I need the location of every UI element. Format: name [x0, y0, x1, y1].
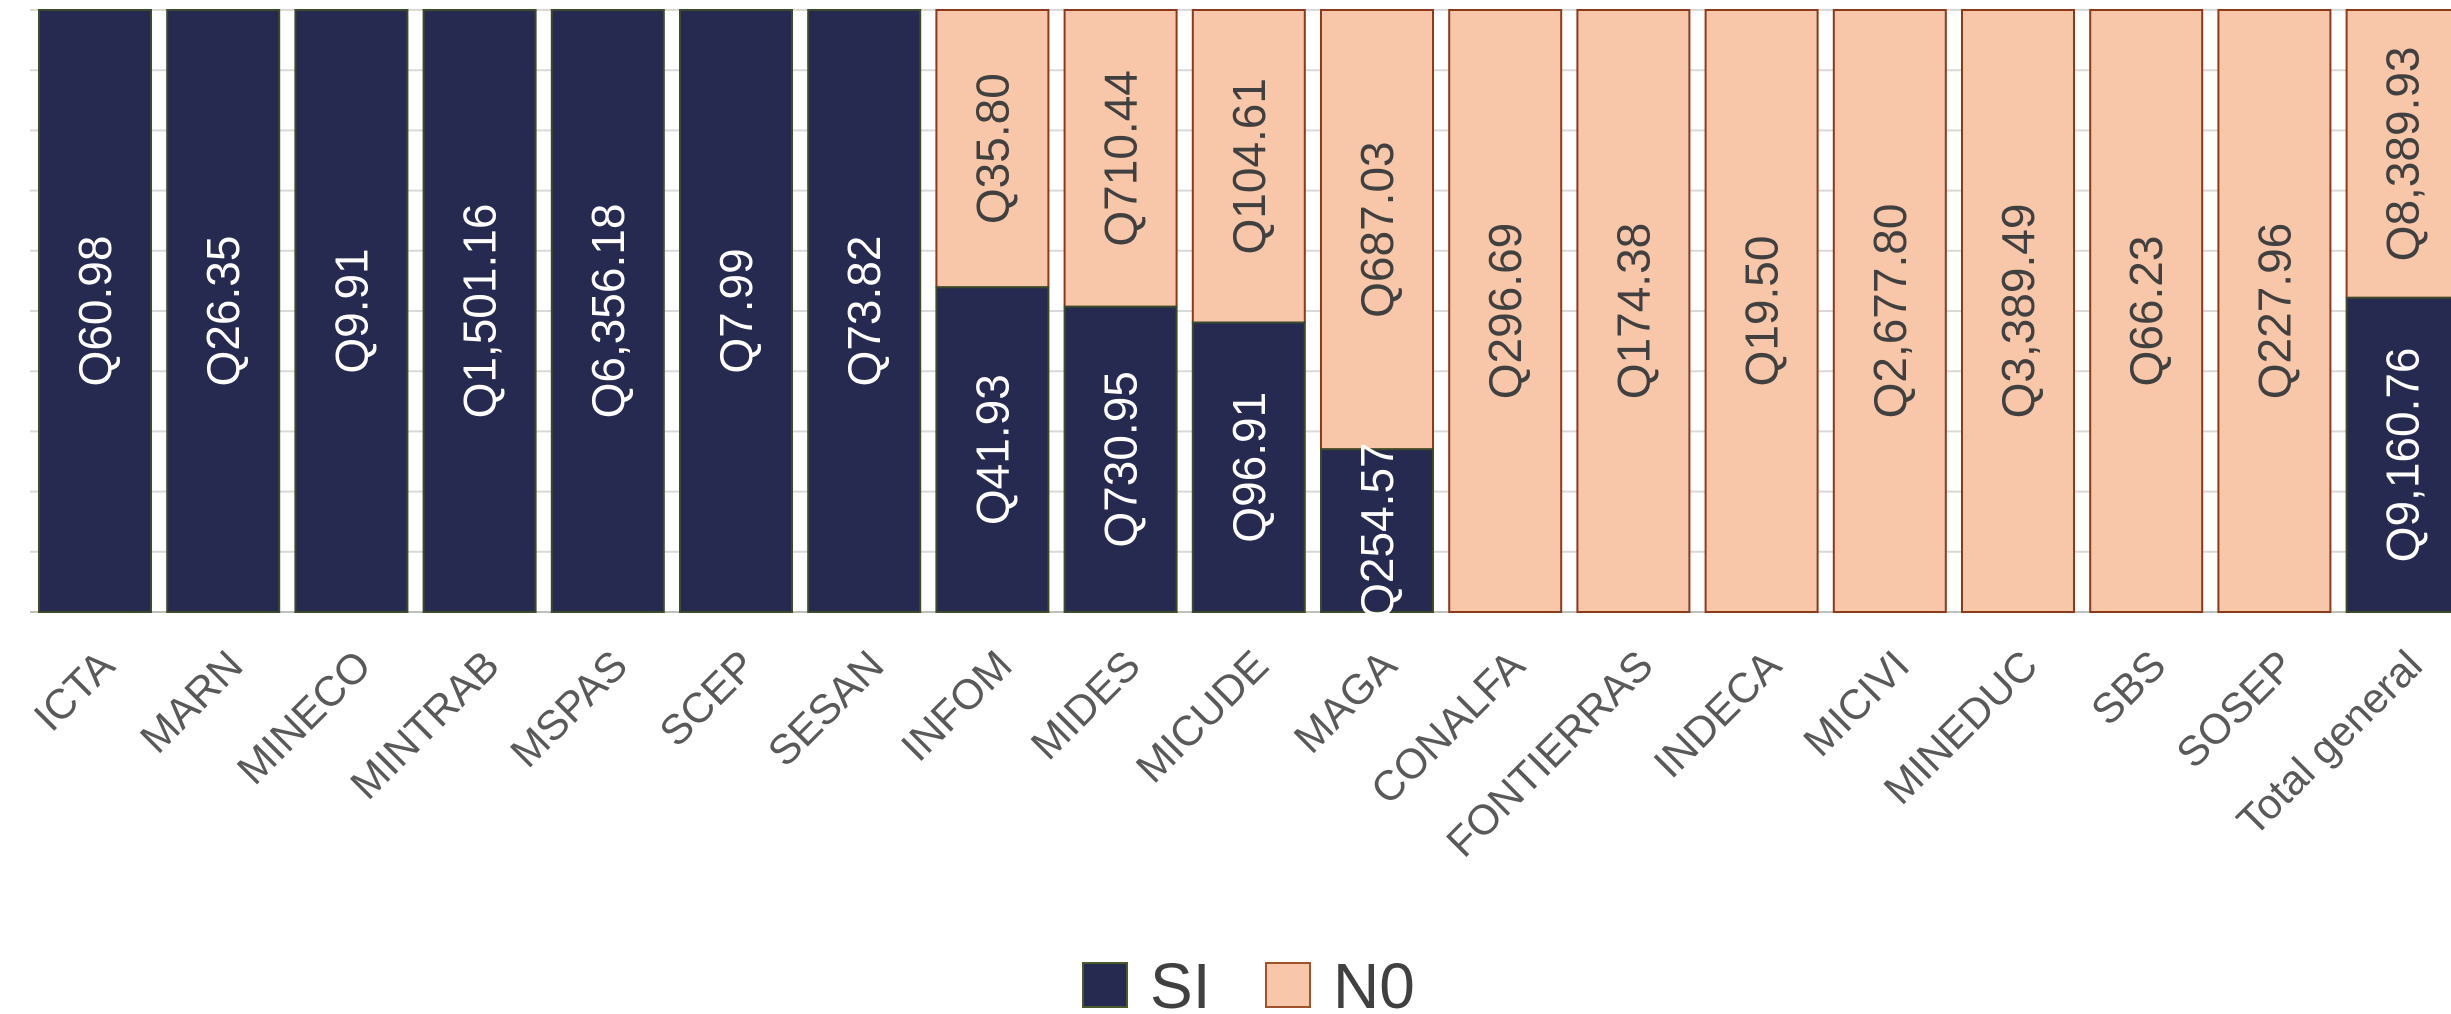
bar-segment-n0: [1063, 9, 1178, 308]
bar-segment-si: [294, 9, 409, 613]
bar-segment-n0: [1448, 9, 1563, 613]
bar-segment-n0: [1704, 9, 1819, 613]
data-label-n0: Q227.96: [2248, 223, 2300, 399]
bar-segment-si: [1063, 305, 1178, 613]
bar-segment-n0: [2345, 9, 2451, 299]
data-label-si: Q9,160.76: [2377, 347, 2429, 562]
data-label-si: Q9.91: [325, 248, 377, 373]
category-label: MARN: [131, 641, 252, 762]
bar-segment-si: [807, 9, 922, 613]
data-label-n0: Q687.03: [1351, 141, 1403, 317]
bar-segment-n0: [2217, 9, 2332, 613]
data-label-si: Q73.82: [838, 236, 890, 387]
bar-segment-si: [2345, 296, 2451, 613]
category-label: MICUDE: [1127, 641, 1277, 791]
bar-segment-si: [38, 9, 152, 613]
legend-label-n0: N0: [1333, 950, 1415, 1014]
bar-segment-n0: [935, 9, 1050, 289]
category-label: INDECA: [1645, 641, 1790, 786]
bars: [38, 9, 2451, 613]
category-label: MAGA: [1285, 641, 1406, 762]
data-label-n0: Q66.23: [2120, 236, 2172, 387]
bar-segment-n0: [1320, 9, 1434, 451]
category-label: SBS: [2082, 641, 2175, 734]
category-label: ICTA: [25, 641, 124, 740]
legend-swatch-n0: [1265, 962, 1311, 1008]
data-label-si: Q6,356.18: [582, 204, 634, 419]
data-label-si: Q730.95: [1095, 371, 1147, 547]
data-label-si: Q7.99: [710, 248, 762, 373]
bar-segment-si: [1320, 448, 1434, 613]
category-label: MIDES: [1022, 641, 1149, 768]
data-label-n0: Q19.50: [1736, 236, 1788, 387]
data-label-si: Q60.98: [69, 236, 121, 387]
data-labels: Q60.98 Q26.35 Q9.91 Q1,501.16 Q6,356.18 Q7.99…: [69, 46, 2429, 618]
data-label-n0: Q8,389.93: [2377, 46, 2429, 261]
data-label-si: Q26.35: [197, 236, 249, 387]
legend-label-si: SI: [1150, 950, 1210, 1014]
bar-segment-si: [1191, 321, 1306, 613]
category-label: INFOM: [892, 641, 1021, 770]
bar-segment-si: [679, 9, 793, 613]
bar-segment-si: [550, 9, 665, 613]
bar-segment-n0: [2089, 9, 2204, 613]
data-label-si: Q96.91: [1223, 392, 1275, 543]
data-label-n0: Q104.61: [1223, 78, 1275, 254]
data-label-n0: Q296.69: [1479, 223, 1531, 399]
data-label-n0: Q2,677.80: [1864, 204, 1916, 419]
legend: SI N0: [1082, 950, 1415, 1014]
category-label: MSPAS: [501, 641, 636, 776]
bar-segment-n0: [1576, 9, 1691, 613]
legend-swatch-si: [1082, 962, 1128, 1008]
data-label-si: Q254.57: [1351, 442, 1403, 618]
data-label-si: Q41.93: [966, 374, 1018, 525]
bar-segment-n0: [1191, 9, 1306, 324]
data-label-n0: Q710.44: [1095, 70, 1147, 246]
category-label: MICIVI: [1794, 641, 1918, 765]
bar-segment-n0: [1832, 9, 1947, 613]
data-label-n0: Q3,389.49: [1992, 204, 2044, 419]
bar-segment-si: [166, 9, 281, 613]
bar-segment-si: [422, 9, 537, 613]
bar-segment-n0: [1961, 9, 2075, 613]
data-label-n0: Q35.80: [966, 73, 1018, 224]
data-label-si: Q1,501.16: [454, 204, 506, 419]
category-label: SESAN: [759, 641, 893, 775]
category-label: SCEP: [650, 641, 764, 755]
data-label-n0: Q174.38: [1607, 223, 1659, 399]
bar-segment-si: [935, 286, 1050, 613]
